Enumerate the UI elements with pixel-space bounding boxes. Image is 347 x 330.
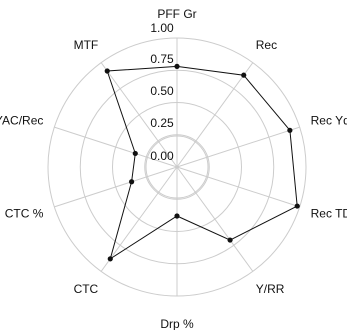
axis-label: PFF Gr (157, 7, 196, 21)
data-point (174, 63, 180, 69)
grid-spoke (176, 126, 300, 168)
axis-label: Rec Yds (311, 113, 347, 127)
tick-label: 0.00 (150, 149, 174, 163)
series-line (106, 65, 298, 260)
data-point (107, 256, 113, 262)
grid-spoke (54, 166, 178, 208)
axis-label: Y/RR (256, 282, 285, 296)
data-point (132, 150, 138, 157)
tick-label: 0.75 (150, 52, 174, 66)
grid-spoke (176, 166, 254, 272)
grid-spoke (100, 166, 178, 272)
axis-label: CTC % (5, 207, 44, 221)
tick-label: 1.00 (150, 21, 174, 35)
tick-label: 0.25 (150, 116, 174, 130)
grid-spoke (176, 166, 300, 208)
radar-series (104, 63, 300, 262)
data-point (104, 68, 110, 74)
axis-label: Drp % (160, 317, 194, 330)
axis-label: Rec (256, 38, 277, 52)
data-point (294, 203, 300, 209)
axis-label: Rec TDs (311, 207, 347, 221)
grid-spoke (100, 62, 178, 168)
data-point (287, 127, 293, 133)
axis-label: YAC/Rec (0, 113, 43, 127)
radial-tick-labels: 0.00 0.25 0.50 0.75 1.00 (150, 21, 174, 163)
data-point (241, 72, 247, 78)
axis-label: CTC (74, 282, 99, 296)
tick-label: 0.50 (150, 84, 174, 98)
grid-spoke (176, 62, 254, 168)
grid-spoke (54, 126, 178, 168)
data-point (174, 213, 180, 219)
radar-grid (47, 37, 307, 297)
axis-label: MTF (74, 38, 99, 52)
data-point (129, 179, 135, 185)
data-point (227, 237, 233, 243)
axis-labels: PFF Gr Rec Rec Yds Rec TDs Y/RR Drp % CTC CTC %… (0, 7, 347, 330)
